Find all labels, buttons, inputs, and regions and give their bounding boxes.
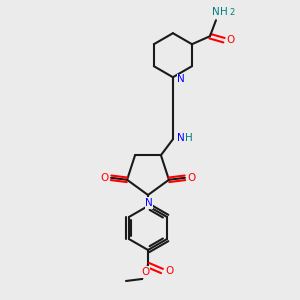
Text: N: N (177, 74, 185, 84)
Text: H: H (185, 133, 193, 143)
Text: O: O (100, 173, 108, 183)
Text: N: N (145, 198, 153, 208)
Text: N: N (212, 7, 220, 17)
Text: 2: 2 (230, 8, 235, 17)
Text: O: O (165, 266, 173, 276)
Text: O: O (141, 267, 149, 277)
Text: N: N (177, 133, 185, 143)
Text: H: H (220, 7, 228, 17)
Text: O: O (227, 35, 235, 45)
Text: O: O (188, 173, 196, 183)
